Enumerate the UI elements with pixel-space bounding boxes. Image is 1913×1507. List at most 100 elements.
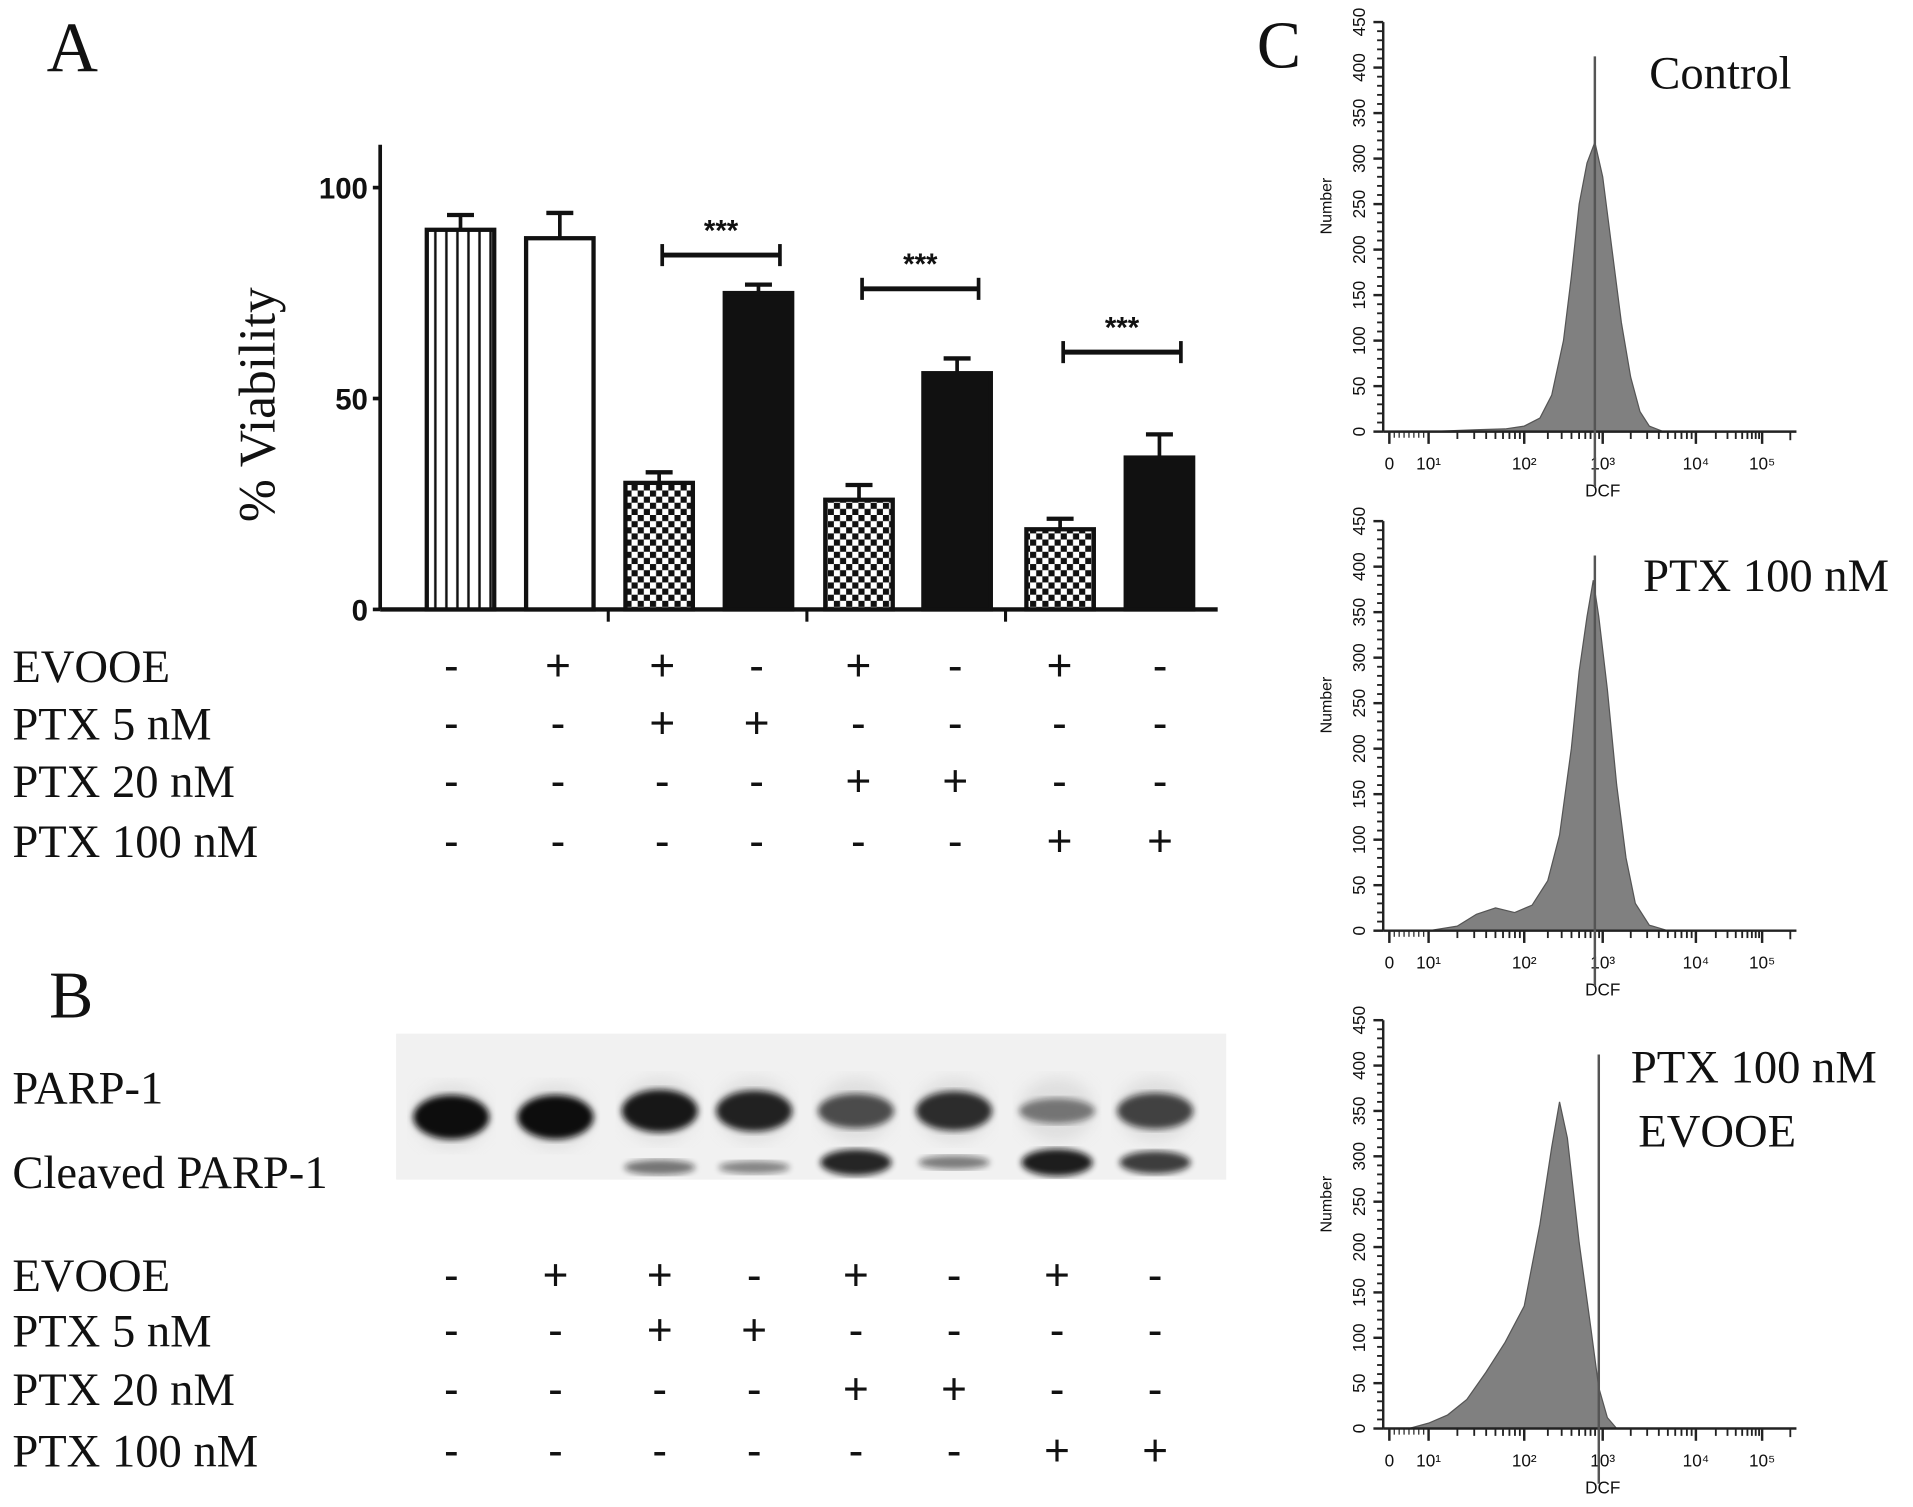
panel-label-c: C	[1257, 9, 1301, 82]
treatment-sign: -	[444, 1251, 459, 1300]
band-label-parp1: PARP-1	[12, 1063, 163, 1115]
cleaved-parp1-band	[1119, 1151, 1191, 1174]
y-tick-label: 50	[1349, 377, 1369, 396]
treatment-label: PTX 100 nM	[12, 816, 258, 868]
treatment-sign: +	[941, 1365, 967, 1414]
treatment-sign: -	[947, 1426, 962, 1475]
histogram-3: 0 50 100 150 200 250 300 350 400 450 0 10¹ 10² 10³ 10⁴…	[1319, 1006, 1877, 1498]
treatment-sign: -	[548, 1426, 563, 1475]
treatment-sign: -	[548, 1365, 563, 1414]
treatment-sign: -	[747, 1251, 762, 1300]
treatment-sign: -	[948, 699, 963, 748]
y-axis-label: % Viability	[230, 287, 287, 522]
treatment-sign: -	[1052, 699, 1067, 748]
treatment-sign: -	[444, 817, 459, 866]
y-tick-label: 200	[1349, 235, 1369, 264]
x-tick-label: 10¹	[1416, 953, 1441, 973]
treatment-sign: -	[548, 1306, 563, 1355]
histogram-title: PTX 100 nM	[1631, 1042, 1877, 1094]
x-tick-label: 10²	[1512, 1451, 1537, 1471]
histogram-title: PTX 100 nM	[1643, 550, 1889, 602]
y-tick-label: 250	[1349, 190, 1369, 219]
y-tick-label: 50	[335, 384, 368, 417]
parp1-band	[621, 1089, 698, 1133]
y-tick-label: 400	[1349, 53, 1369, 82]
treatment-sign: -	[1153, 642, 1168, 691]
treatment-sign: +	[846, 642, 872, 691]
treatment-label: EVOOE	[12, 641, 170, 693]
treatment-sign: -	[947, 1251, 962, 1300]
bar	[523, 236, 596, 612]
treatment-sign: +	[843, 1365, 869, 1414]
x-tick-label: 0	[1385, 953, 1395, 973]
treatment-sign: -	[444, 642, 459, 691]
treatment-sign: +	[942, 757, 968, 806]
parp1-band	[916, 1091, 993, 1131]
treatment-sign: -	[1153, 757, 1168, 806]
treatment-sign: -	[551, 757, 566, 806]
treatment-sign: -	[747, 1426, 762, 1475]
treatment-sign: +	[1147, 817, 1173, 866]
bar	[823, 497, 895, 612]
treatment-sign: -	[444, 1426, 459, 1475]
y-axis-label: Number	[1319, 177, 1336, 234]
x-tick-label: 10⁴	[1683, 953, 1709, 973]
treatment-sign: +	[1044, 1251, 1070, 1300]
histogram-title: Control	[1649, 47, 1791, 99]
y-tick-label: 100	[1349, 326, 1369, 355]
parp1-band	[1117, 1092, 1194, 1130]
treatment-sign: -	[749, 642, 764, 691]
treatment-sign: -	[444, 757, 459, 806]
cleaved-parp1-band	[718, 1160, 790, 1174]
treatment-sign: -	[947, 1306, 962, 1355]
significance-label: ***	[1105, 311, 1140, 344]
y-tick-label: 100	[319, 173, 368, 206]
y-axis-label: Number	[1319, 1175, 1336, 1232]
treatment-sign: -	[849, 1426, 864, 1475]
treatment-sign: -	[655, 757, 670, 806]
treatment-sign: +	[545, 642, 571, 691]
x-tick-label: 10⁴	[1683, 454, 1709, 474]
bar	[424, 227, 497, 612]
treatment-sign: -	[444, 699, 459, 748]
treatment-sign: -	[444, 1306, 459, 1355]
y-tick-label: 300	[1349, 643, 1369, 672]
parp1-band	[517, 1094, 594, 1140]
y-tick-label: 0	[352, 594, 368, 627]
y-tick-label: 400	[1349, 552, 1369, 581]
x-tick-label: 10³	[1590, 1451, 1615, 1471]
y-tick-label: 100	[1349, 825, 1369, 854]
treatment-sign: +	[647, 1251, 673, 1300]
x-tick-label: 10⁵	[1749, 454, 1775, 474]
x-axis-label: DCF	[1585, 481, 1620, 501]
treatment-sign: +	[647, 1306, 673, 1355]
y-tick-label: 400	[1349, 1051, 1369, 1080]
parp1-band	[1019, 1098, 1096, 1124]
treatment-label: EVOOE	[12, 1250, 170, 1302]
treatment-sign: +	[1047, 817, 1073, 866]
y-tick-label: 0	[1349, 926, 1369, 936]
treatment-sign: +	[741, 1306, 767, 1355]
histogram-area	[1408, 1101, 1619, 1430]
treatment-sign: -	[749, 757, 764, 806]
treatment-sign: +	[649, 642, 675, 691]
y-tick-label: 50	[1349, 1374, 1369, 1393]
treatment-sign: -	[1148, 1251, 1163, 1300]
treatment-sign: +	[543, 1251, 569, 1300]
treatment-sign: -	[1050, 1365, 1065, 1414]
x-axis-label: DCF	[1585, 1478, 1620, 1498]
bar	[623, 480, 696, 612]
histogram-title: EVOOE	[1638, 1105, 1796, 1157]
y-tick-label: 150	[1349, 281, 1369, 310]
x-axis-label: DCF	[1585, 980, 1620, 1000]
x-tick-label: 10³	[1590, 454, 1615, 474]
treatment-sign: +	[846, 757, 872, 806]
treatment-sign: -	[1052, 757, 1067, 806]
treatment-label: PTX 100 nM	[12, 1426, 258, 1478]
parp1-band	[413, 1094, 490, 1140]
band-label-cleaved-parp1: Cleaved PARP-1	[12, 1147, 327, 1199]
treatment-sign: -	[849, 1306, 864, 1355]
x-tick-label: 10⁵	[1749, 1451, 1775, 1471]
y-tick-label: 0	[1349, 1424, 1369, 1434]
treatment-sign: -	[747, 1365, 762, 1414]
